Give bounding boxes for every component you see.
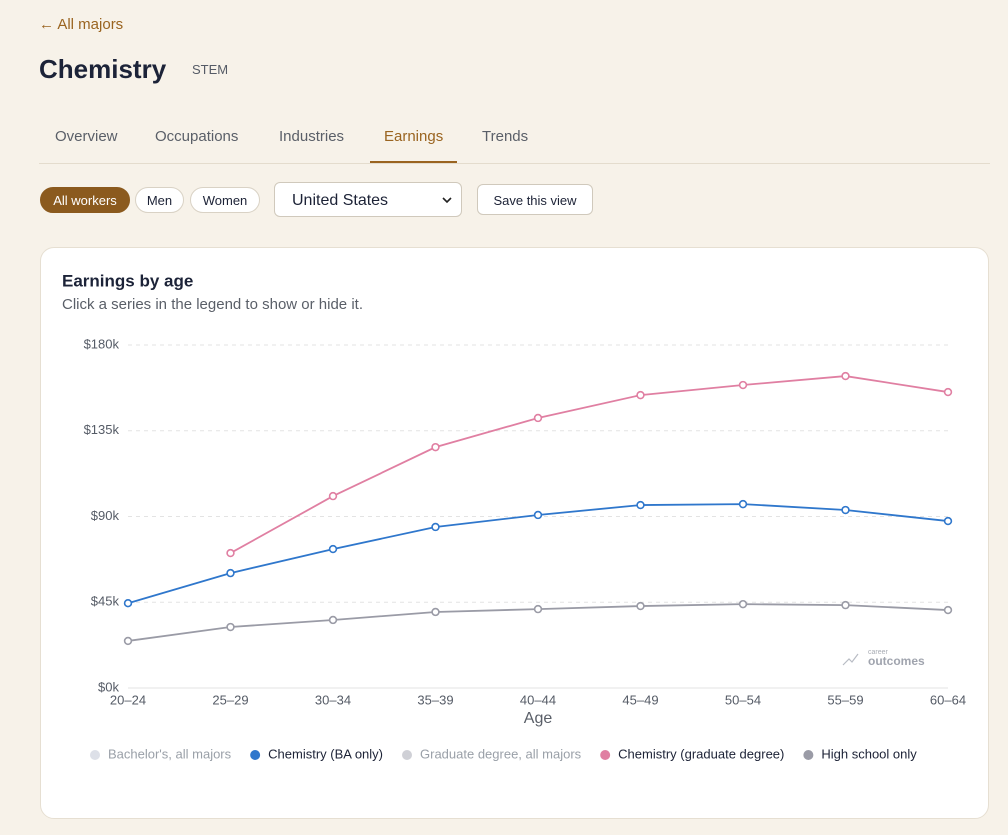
data-point [943, 516, 953, 526]
tab[interactable]: Industries [279, 128, 345, 145]
data-point [841, 371, 850, 381]
group-pill[interactable]: Women [190, 187, 260, 213]
data-point [431, 607, 440, 617]
watermark: outcomes [868, 654, 925, 668]
data-point [123, 636, 133, 646]
legend-label[interactable]: Bachelor's, all majors [108, 746, 232, 761]
data-point [328, 615, 338, 625]
legend-marker[interactable] [402, 750, 413, 760]
data-point [738, 499, 748, 509]
x-tick-label: 30–34 [315, 692, 351, 707]
data-point [226, 622, 235, 632]
x-tick-label: 20–24 [110, 692, 146, 707]
back-link[interactable]: ← All majors [39, 16, 124, 33]
tab[interactable]: Trends [482, 128, 529, 145]
x-tick-label: 25–29 [212, 692, 248, 707]
y-tick-label: $90k [91, 508, 120, 523]
select-caret [442, 197, 452, 204]
data-point [533, 510, 543, 520]
tab[interactable]: Earnings [384, 128, 444, 145]
data-point [636, 390, 645, 400]
tab-underline [370, 161, 458, 163]
data-point [943, 387, 953, 397]
legend-label[interactable]: Chemistry (graduate degree) [618, 746, 784, 761]
legend-marker[interactable] [600, 750, 611, 760]
legend-label[interactable]: Chemistry (BA only) [268, 746, 383, 761]
watermark-icon [842, 653, 859, 666]
data-point [841, 600, 850, 610]
x-axis-label: Age [524, 710, 553, 727]
legend-label[interactable]: Graduate degree, all majors [420, 746, 582, 761]
data-point [636, 601, 645, 611]
divider [39, 163, 990, 164]
save-button[interactable]: Save this view [477, 184, 593, 215]
tab[interactable]: Occupations [155, 128, 239, 145]
y-tick-label: $135k [84, 422, 120, 437]
legend-marker[interactable] [250, 750, 261, 760]
tab[interactable]: Overview [55, 128, 118, 145]
category-tag: STEM [192, 62, 229, 77]
data-point [226, 548, 235, 558]
data-point [226, 568, 235, 578]
data-point [328, 491, 338, 501]
x-tick-label: 50–54 [725, 692, 761, 707]
legend-label[interactable]: High school only [821, 746, 917, 761]
series-line [230, 375, 949, 554]
y-tick-label: $45k [91, 594, 120, 609]
group-pill[interactable]: Men [135, 187, 184, 213]
data-point [943, 605, 953, 615]
data-point [328, 544, 338, 554]
data-point [123, 599, 133, 608]
legend-marker[interactable] [90, 750, 100, 760]
legend-marker[interactable] [803, 750, 814, 760]
data-point [841, 505, 850, 515]
region-select[interactable]: United States [274, 182, 462, 217]
x-tick-label: 55–59 [827, 692, 863, 707]
page-title: Chemistry [39, 54, 167, 84]
x-tick-label: 40–44 [520, 692, 556, 707]
x-tick-label: 45–49 [622, 692, 658, 707]
data-point [636, 500, 645, 510]
data-point [533, 604, 543, 614]
x-tick-label: 35–39 [417, 692, 453, 707]
y-tick-label: $180k [84, 336, 120, 351]
data-point [533, 413, 543, 423]
y-tick-label: $0k [98, 679, 119, 694]
x-tick-label: 60–64 [930, 692, 966, 707]
data-point [431, 442, 440, 452]
data-point [738, 599, 748, 609]
chart-subtitle: Click a series in the legend to show or … [62, 296, 363, 313]
group-pill[interactable]: All workers [40, 187, 130, 213]
data-point [738, 380, 748, 390]
watermark-small: career [868, 649, 889, 656]
chart-card [40, 247, 989, 819]
data-point [431, 522, 440, 532]
chart-title: Earnings by age [62, 271, 193, 290]
